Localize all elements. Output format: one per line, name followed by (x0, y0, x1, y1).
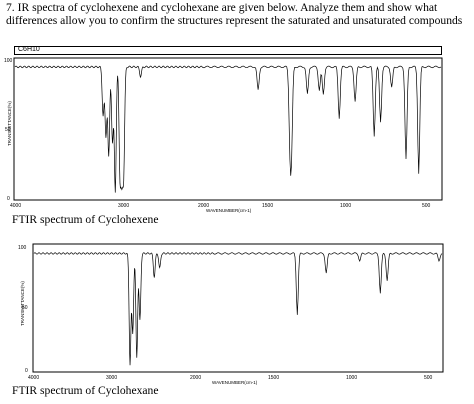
y-axis-label: TRANSMITTANCE(%) (7, 101, 12, 146)
x-tick-1000: 1000 (340, 203, 351, 209)
y-axis-label: TRANSMITTANCE(%) (20, 281, 25, 326)
x-tick-1500: 1500 (262, 203, 273, 209)
question-text: 7. IR spectra of cyclohexene and cyclohe… (6, 1, 463, 27)
x-tick-3000: 3000 (118, 203, 129, 209)
y-tick-50: 50 (5, 127, 11, 133)
x-tick-4000: 4000 (10, 203, 21, 209)
x-tick-500: 500 (422, 203, 431, 209)
y-tick-0: 0 (7, 196, 10, 202)
cyclohexane-ir-spectrum: TRANSMITTANCE(%) 100 50 0 4000 3000 2000… (18, 243, 444, 385)
x-tick-3000: 3000 (106, 375, 117, 381)
y-tick-100: 100 (4, 58, 13, 64)
y-tick-0: 0 (25, 368, 28, 374)
plot-frame (32, 243, 444, 373)
x-axis-label: WAVENUMBER(cm-1) (212, 380, 258, 385)
x-tick-2000: 2000 (190, 375, 201, 381)
caption-cyclohexane: FTIR spectrum of Cyclohexane (12, 384, 159, 397)
x-tick-500: 500 (424, 375, 433, 381)
x-tick-4000: 4000 (28, 375, 39, 381)
x-tick-1000: 1000 (346, 375, 357, 381)
cyclohexene-ir-spectrum: TRANSMITTANCE(%) 100 50 0 4000 3000 2000… (4, 57, 443, 213)
y-tick-50: 50 (22, 305, 28, 311)
plot-frame (13, 57, 443, 201)
y-tick-100: 100 (18, 245, 27, 251)
x-axis-label: WAVENUMBER(cm-1) (206, 208, 252, 213)
spectrum-line (14, 65, 442, 193)
x-tick-2000: 2000 (198, 203, 209, 209)
formula-box: C6H10 (14, 46, 442, 55)
caption-cyclohexene: FTIR spectrum of Cyclohexene (12, 213, 159, 226)
spectrum-line (33, 252, 443, 366)
formula-label: C6H10 (18, 46, 40, 53)
x-tick-1500: 1500 (268, 375, 279, 381)
